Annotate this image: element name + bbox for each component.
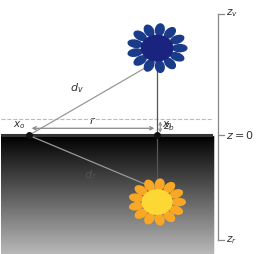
Ellipse shape	[130, 194, 143, 201]
Ellipse shape	[164, 212, 175, 221]
Ellipse shape	[155, 179, 164, 190]
Ellipse shape	[171, 53, 184, 61]
Text: $z_r$: $z_r$	[226, 235, 237, 246]
Circle shape	[142, 190, 172, 214]
Ellipse shape	[135, 186, 147, 195]
Text: $z = 0$: $z = 0$	[226, 129, 254, 141]
Ellipse shape	[170, 206, 183, 214]
Ellipse shape	[144, 60, 154, 71]
Ellipse shape	[128, 49, 142, 56]
Ellipse shape	[156, 24, 164, 35]
Ellipse shape	[130, 203, 143, 210]
Ellipse shape	[145, 213, 154, 224]
Text: $d_v$: $d_v$	[70, 81, 84, 95]
Ellipse shape	[155, 214, 164, 225]
Text: $z_b$: $z_b$	[163, 121, 175, 133]
Ellipse shape	[128, 40, 142, 47]
Ellipse shape	[165, 28, 175, 38]
Text: $d_r$: $d_r$	[84, 168, 96, 182]
Text: $x_o$: $x_o$	[13, 120, 26, 132]
Ellipse shape	[156, 61, 164, 72]
Ellipse shape	[135, 209, 147, 218]
Ellipse shape	[172, 198, 185, 205]
Ellipse shape	[165, 58, 175, 69]
Ellipse shape	[134, 31, 146, 40]
Ellipse shape	[144, 25, 154, 36]
Ellipse shape	[164, 183, 175, 193]
Ellipse shape	[171, 35, 184, 44]
Circle shape	[141, 35, 173, 61]
Ellipse shape	[173, 45, 187, 52]
Text: $x_i$: $x_i$	[162, 120, 172, 132]
Text: $z_v$: $z_v$	[226, 8, 238, 19]
Ellipse shape	[170, 190, 183, 198]
Ellipse shape	[145, 180, 154, 191]
Ellipse shape	[134, 56, 146, 65]
Text: $r$: $r$	[89, 115, 97, 126]
